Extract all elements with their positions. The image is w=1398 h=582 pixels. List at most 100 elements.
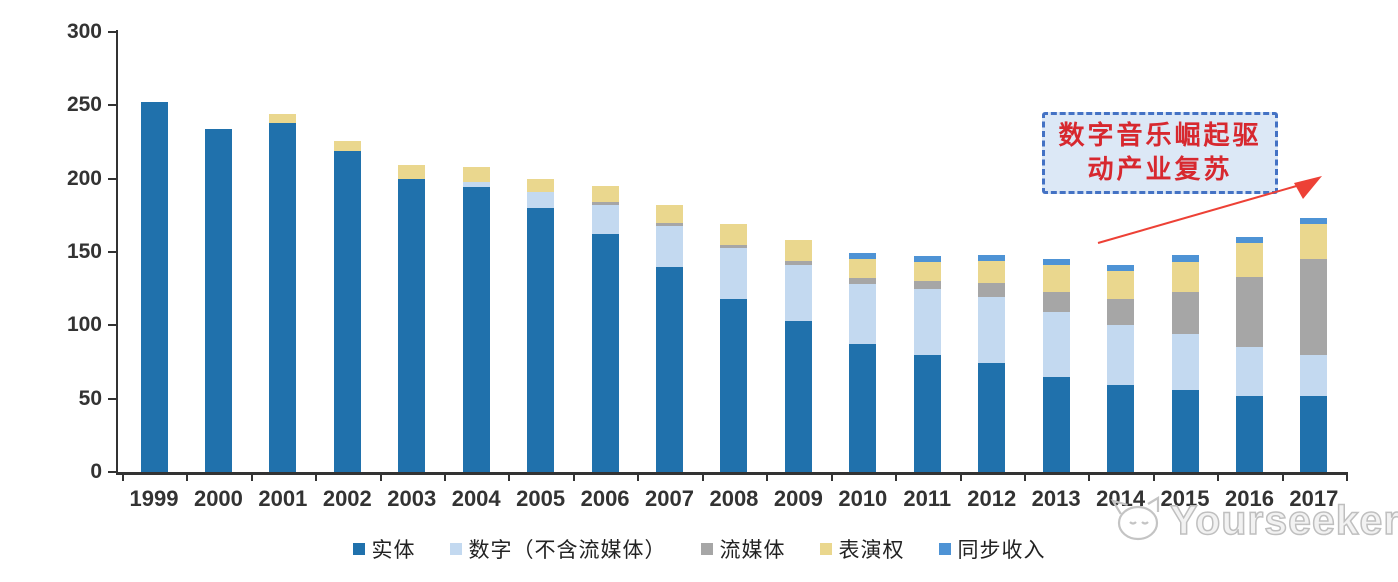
- x-tick: [508, 475, 511, 481]
- bar-segment-2004: [462, 181, 490, 188]
- bar-segment-2000: [204, 128, 232, 472]
- legend-swatch: [819, 543, 832, 555]
- x-axis-label: 2007: [645, 486, 694, 511]
- bar-segment-2015: [1171, 262, 1199, 292]
- bar-segment-2007: [656, 266, 684, 472]
- bar-segment-2010: [849, 344, 877, 472]
- bar-segment-2015: [1171, 254, 1199, 263]
- x-tick: [1217, 475, 1220, 481]
- bar-segment-2017: [1300, 354, 1328, 396]
- watermark: Yourseeker: [1108, 494, 1398, 546]
- x-tick: [830, 475, 833, 481]
- y-tick: [108, 251, 116, 253]
- legend-label: 流媒体: [719, 538, 786, 562]
- bar-segment-2012: [978, 260, 1006, 283]
- x-tick: [701, 475, 704, 481]
- bar-segment-2004: [462, 187, 490, 472]
- y-tick-label: 0: [90, 460, 102, 483]
- bar-segment-2017: [1300, 224, 1328, 260]
- annotation-line-1: 数字音乐崛起驱: [1058, 121, 1262, 150]
- x-axis-label: 2017: [1289, 486, 1339, 511]
- bar-segment-2013: [1042, 291, 1070, 313]
- legend-swatch: [352, 543, 365, 555]
- bar-segment-2005: [527, 178, 555, 192]
- x-axis-label: 2012: [967, 486, 1017, 511]
- x-axis-label: 2004: [451, 486, 501, 511]
- bar-segment-2007: [656, 222, 684, 226]
- bar-segment-2006: [591, 205, 619, 235]
- bar-segment-2012: [978, 254, 1006, 261]
- y-tick-label: 150: [66, 240, 102, 263]
- bar-segment-2007: [656, 205, 684, 223]
- bar-segment-2011: [913, 354, 941, 472]
- x-tick: [443, 475, 446, 481]
- bar-segment-2010: [849, 253, 877, 260]
- x-tick: [1023, 475, 1026, 481]
- legend-swatch: [700, 543, 713, 555]
- y-tick-label: 300: [66, 20, 102, 43]
- bar-segment-2001: [269, 114, 297, 123]
- x-axis-label: 2011: [903, 486, 952, 511]
- legend-label: 同步收入: [957, 538, 1046, 562]
- y-tick-label: 200: [66, 166, 102, 190]
- x-tick: [121, 475, 124, 481]
- x-axis-label: 1999: [129, 486, 179, 511]
- legend-label: 实体: [371, 538, 416, 562]
- bar-segment-2016: [1235, 395, 1263, 472]
- x-tick: [1346, 475, 1349, 481]
- legend-item: 表演权: [819, 534, 905, 564]
- bar-segment-2010: [849, 259, 877, 279]
- legend-label: 数字（不含流媒体）: [468, 538, 667, 562]
- x-tick: [1152, 475, 1155, 481]
- y-tick-label: 100: [66, 313, 102, 337]
- cat-logo-icon: [1110, 496, 1160, 541]
- bar-segment-2008: [720, 224, 748, 245]
- legend-label: 表演权: [838, 538, 905, 562]
- bar-segment-1999: [140, 102, 168, 472]
- bar-segment-2016: [1235, 347, 1263, 396]
- bar-segment-2007: [656, 225, 684, 267]
- bar-segment-2013: [1042, 376, 1070, 472]
- x-axis-label: 2000: [193, 486, 243, 511]
- bar-segment-2002: [333, 150, 361, 472]
- bar-segment-2006: [591, 186, 619, 203]
- bar-segment-2017: [1300, 395, 1328, 472]
- x-axis-label: 2010: [838, 486, 888, 511]
- x-tick: [379, 475, 382, 481]
- bar-segment-2016: [1235, 237, 1263, 244]
- bar-segment-2011: [913, 262, 941, 282]
- x-axis-label: 2013: [1031, 486, 1081, 511]
- x-tick: [572, 475, 575, 481]
- legend-item: 流媒体: [700, 534, 786, 564]
- bar-segment-2004: [462, 166, 490, 182]
- bar-segment-2005: [527, 208, 555, 472]
- bar-segment-2005: [527, 191, 555, 208]
- bar-segment-2008: [720, 247, 748, 299]
- bar-segment-2009: [784, 260, 812, 266]
- bar-segment-2015: [1171, 291, 1199, 335]
- bar-segment-2012: [978, 297, 1006, 364]
- bar-segment-2003: [398, 165, 426, 179]
- bar-segment-2013: [1042, 265, 1070, 292]
- bar-segment-2011: [913, 281, 941, 289]
- x-axis-label: 2015: [1160, 486, 1210, 511]
- bar-segment-2003: [398, 178, 426, 472]
- bar-segment-2010: [849, 284, 877, 345]
- bar-segment-2006: [591, 202, 619, 206]
- bar-segment-2011: [913, 288, 941, 355]
- y-axis-line: [116, 30, 118, 474]
- bar-segment-2008: [720, 244, 748, 248]
- bar-segment-2017: [1300, 218, 1328, 225]
- bar-segment-2012: [978, 363, 1006, 472]
- y-tick: [108, 177, 116, 180]
- bar-segment-2013: [1042, 259, 1070, 266]
- bar-segment-2009: [784, 265, 812, 321]
- bar-segment-2001: [269, 122, 297, 472]
- x-axis-label: 2008: [709, 486, 759, 511]
- bar-segment-2006: [591, 234, 619, 472]
- bar-segment-2010: [849, 278, 877, 285]
- y-tick: [108, 324, 116, 327]
- annotation-callout: 数字音乐崛起驱 动产业复苏: [1042, 112, 1278, 194]
- bar-segment-2009: [784, 240, 812, 261]
- y-tick-label: 50: [78, 386, 102, 410]
